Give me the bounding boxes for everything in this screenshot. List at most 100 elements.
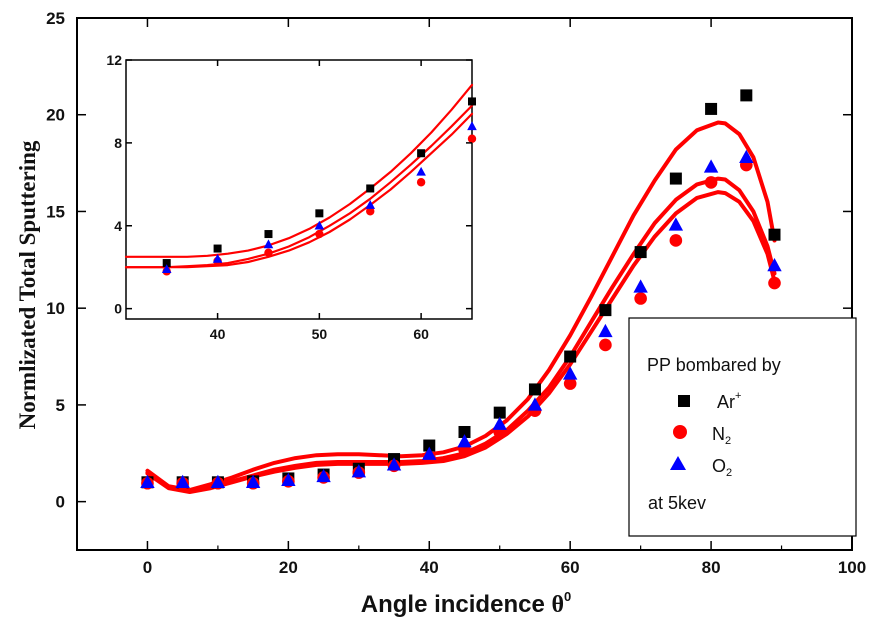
inset-point-square-35 [162, 259, 171, 268]
inset-point-square-55 [366, 184, 375, 193]
legend-title: PP bombared by [647, 355, 781, 375]
legend-label-o2: O2 [712, 456, 732, 479]
inset-fit-curve-1 [124, 83, 474, 258]
main-point-triangle-50 [492, 416, 507, 430]
legend-n2-sub: 2 [725, 435, 731, 447]
main-point-triangle-80 [703, 159, 719, 173]
inset-point-square-65 [468, 97, 476, 106]
main-point-triangle-25 [316, 468, 331, 483]
main-x-tick-label-20: 20 [279, 558, 298, 577]
inset-point-square-50 [315, 209, 324, 218]
inset-x-tick-label-50: 50 [312, 326, 328, 342]
main-fit-curve-3 [145, 190, 777, 494]
main-point-triangle-45 [457, 434, 472, 448]
legend-o2-name: O [712, 456, 726, 476]
inset-point-triangle-50 [314, 220, 325, 230]
inset-point-circle-45 [264, 248, 273, 257]
main-point-square-80 [705, 102, 718, 115]
legend-label-n2: N2 [712, 424, 731, 447]
inset-y-tick-label-8: 8 [114, 135, 122, 151]
x-axis-label-space [545, 591, 552, 618]
legend-footer: at 5kev [648, 493, 706, 513]
inset-point-circle-65 [467, 134, 477, 143]
main-x-tick-label-60: 60 [561, 558, 580, 577]
y-axis-label: Normlizated Total Sputtering [15, 140, 40, 429]
legend-o2-sub: 2 [726, 467, 732, 479]
legend-ar-sup: + [735, 390, 741, 402]
main-y-tick-label-25: 25 [46, 9, 65, 28]
main-point-circle-70 [634, 292, 647, 305]
main-x-tick-label-40: 40 [420, 558, 439, 577]
main-y-tick-label-0: 0 [56, 493, 65, 512]
legend-box [628, 317, 857, 537]
main-point-triangle-5 [175, 474, 190, 488]
main-x-tick-label-100: 100 [838, 558, 866, 577]
main-point-circle-60 [563, 377, 577, 390]
main-point-triangle-70 [633, 279, 648, 293]
inset-point-circle-50 [315, 229, 324, 239]
main-point-triangle-0 [140, 474, 155, 488]
inset-point-triangle-65 [467, 121, 477, 131]
inset-fit-curve-3 [124, 112, 474, 269]
legend-ar-name: Ar [717, 392, 735, 412]
main-point-circle-75 [669, 234, 683, 247]
inset-point-square-40 [213, 244, 222, 253]
legend: PP bombared by Ar+ N2 O2 at 5kev [628, 317, 857, 537]
inset-y-axis-ticks: 0 4 8 12 [106, 52, 472, 317]
main-point-circle-65 [599, 338, 612, 352]
main-point-square-45 [458, 425, 471, 438]
main-x-tick-label-80: 80 [702, 558, 721, 577]
x-axis-degree: 0 [564, 589, 571, 604]
main-point-triangle-30 [351, 464, 367, 478]
main-point-square-50 [493, 406, 506, 419]
inset-point-circle-60 [416, 178, 426, 187]
plot-frame [76, 17, 853, 551]
main-point-triangle-75 [668, 217, 684, 231]
inset-point-triangle-35 [161, 264, 172, 274]
main-point-triangle-55 [527, 397, 543, 411]
x-axis-label-text: Angle incidence [361, 591, 545, 618]
main-y-tick-label-10: 10 [46, 299, 65, 318]
x-axis-ticks: 0 20 40 60 80 100 [76, 18, 866, 577]
main-point-square-60 [564, 350, 577, 363]
main-point-triangle-10 [210, 474, 226, 488]
inset-chart: 40 50 60 0 4 8 12 [106, 52, 477, 342]
inset-fit-curves [124, 83, 474, 269]
inset-point-triangle-60 [416, 166, 426, 176]
inset-point-square-60 [417, 149, 426, 158]
main-point-circle-80 [704, 176, 718, 189]
main-y-tick-label-15: 15 [46, 202, 65, 221]
inset-y-tick-label-4: 4 [114, 218, 122, 234]
inset-y-tick-label-12: 12 [106, 52, 122, 68]
inset-x-tick-label-60: 60 [413, 326, 429, 342]
main-point-square-85 [740, 89, 753, 102]
legend-n2-name: N [712, 424, 725, 444]
main-point-square-75 [669, 172, 682, 185]
inset-point-circle-55 [366, 207, 375, 216]
main-point-triangle-40 [422, 446, 437, 460]
main-point-triangle-15 [245, 474, 261, 488]
inset-point-triangle-55 [365, 200, 376, 209]
main-point-square-89 [768, 228, 781, 241]
legend-marker-circle [673, 425, 687, 439]
main-point-square-40 [423, 439, 436, 452]
main-point-triangle-35 [386, 457, 402, 471]
legend-marker-square [678, 395, 690, 407]
main-point-triangle-65 [598, 323, 613, 338]
inset-frame [125, 59, 473, 320]
inset-point-triangle-45 [263, 239, 274, 249]
main-x-tick-label-0: 0 [143, 558, 152, 577]
inset-y-tick-label-0: 0 [114, 301, 122, 317]
x-axis-theta: θ [551, 592, 564, 618]
inset-x-tick-label-40: 40 [210, 326, 226, 342]
main-point-square-55 [528, 383, 541, 396]
inset-point-square-45 [264, 230, 273, 239]
legend-marker-triangle [670, 456, 686, 470]
main-point-circle-89 [768, 276, 781, 290]
inset-x-axis-ticks: 40 50 60 [210, 60, 429, 342]
main-point-triangle-85 [739, 149, 754, 163]
data-points [140, 89, 782, 490]
main-point-triangle-60 [562, 366, 578, 380]
